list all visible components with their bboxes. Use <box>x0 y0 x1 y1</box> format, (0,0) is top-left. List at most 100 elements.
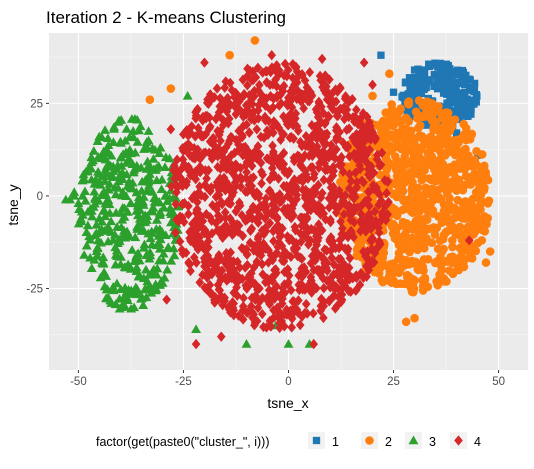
data-point <box>259 229 269 240</box>
data-point <box>349 203 359 215</box>
data-point <box>436 66 445 74</box>
data-point <box>208 132 218 144</box>
data-point <box>458 96 466 105</box>
data-point <box>116 190 127 200</box>
data-point <box>238 301 248 312</box>
data-point <box>381 124 390 133</box>
data-point <box>271 203 281 215</box>
data-point <box>98 258 109 267</box>
data-point <box>285 306 295 317</box>
data-point <box>443 182 453 191</box>
data-point <box>247 74 256 86</box>
data-point <box>376 215 386 226</box>
data-point <box>456 92 464 101</box>
data-point <box>364 200 374 212</box>
data-point <box>354 148 364 159</box>
data-point <box>186 265 195 277</box>
data-point <box>96 132 107 142</box>
data-point <box>102 168 113 178</box>
data-point <box>248 148 258 159</box>
data-point <box>231 206 241 217</box>
data-point <box>430 70 438 79</box>
data-point <box>348 112 358 123</box>
data-point <box>191 166 200 177</box>
data-point <box>121 124 132 133</box>
data-point <box>77 210 88 219</box>
data-point <box>184 200 193 212</box>
data-point <box>271 66 281 77</box>
data-point <box>410 66 419 74</box>
data-point <box>445 87 453 95</box>
data-point <box>232 282 241 293</box>
data-point <box>99 267 110 277</box>
data-point <box>374 227 384 238</box>
legend-label-1: 1 <box>332 435 339 449</box>
data-point <box>340 243 350 254</box>
data-point <box>221 219 230 231</box>
data-point <box>215 101 225 112</box>
data-point <box>92 251 103 260</box>
data-point <box>283 169 292 180</box>
data-point <box>226 150 236 161</box>
data-point <box>267 272 276 284</box>
series-1 <box>377 51 486 182</box>
data-point <box>158 248 169 258</box>
data-point <box>292 194 301 205</box>
data-point <box>461 144 470 154</box>
data-point <box>147 143 158 153</box>
data-point <box>209 290 218 302</box>
data-point <box>237 243 247 254</box>
data-point <box>327 271 337 283</box>
data-point <box>97 216 108 226</box>
data-point <box>124 231 135 240</box>
data-point <box>78 169 89 179</box>
data-point <box>387 160 397 169</box>
data-point <box>250 36 260 45</box>
data-point <box>213 161 223 173</box>
data-point <box>73 198 84 208</box>
data-point <box>218 299 228 311</box>
data-point <box>305 67 315 78</box>
data-point <box>181 247 191 258</box>
data-point <box>144 169 155 178</box>
data-point <box>341 190 350 201</box>
data-point <box>220 82 230 93</box>
data-point <box>438 234 448 244</box>
data-point <box>81 240 92 250</box>
data-point <box>115 136 126 146</box>
data-point <box>264 154 274 165</box>
data-point <box>320 70 330 81</box>
data-point <box>309 197 318 209</box>
data-point <box>265 315 275 327</box>
data-point <box>191 239 200 251</box>
legend-key-2 <box>365 436 374 445</box>
data-point <box>90 194 101 203</box>
data-point <box>334 185 344 196</box>
data-point <box>367 243 377 255</box>
data-point <box>465 134 475 144</box>
data-point <box>247 292 257 304</box>
data-point <box>313 111 323 123</box>
data-point <box>288 116 298 127</box>
data-point <box>319 300 329 312</box>
data-point <box>226 99 235 110</box>
data-point <box>203 94 212 105</box>
data-point <box>279 147 289 159</box>
data-point <box>460 101 468 109</box>
data-point <box>417 133 427 143</box>
data-point <box>327 280 336 292</box>
data-point <box>248 98 257 110</box>
data-point <box>373 241 383 253</box>
data-point <box>330 191 340 202</box>
data-point <box>451 150 460 160</box>
data-point <box>300 192 310 204</box>
data-point <box>329 181 338 192</box>
data-point <box>154 239 165 249</box>
data-point <box>419 190 429 200</box>
data-point <box>283 231 292 242</box>
data-point <box>244 146 254 158</box>
data-point <box>336 275 345 286</box>
data-point <box>349 231 358 243</box>
data-point <box>345 253 355 264</box>
data-point <box>220 272 230 283</box>
